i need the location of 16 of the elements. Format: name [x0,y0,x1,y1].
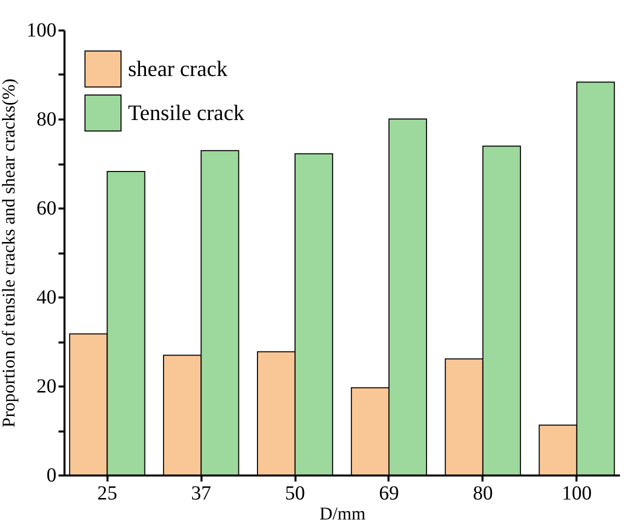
y-tick-label: 60 [36,198,56,220]
y-axis-title: Proportion of tensile cracks and shear cracks(%) [0,78,18,428]
y-tick-label: 20 [36,376,56,398]
y-tick-label: 40 [36,286,56,308]
legend-label: Tensile crack [128,100,244,125]
x-tick-label: 80 [472,482,493,504]
x-tick-label: 69 [378,482,399,504]
y-tick-label: 100 [26,20,56,42]
x-tick-label: 100 [562,482,592,504]
x-tick-label: 50 [285,482,306,504]
x-tick-label: 37 [191,482,212,504]
x-tick-label: 25 [97,482,118,504]
y-tick-label: 80 [36,108,56,130]
legend-label: shear crack [128,56,228,81]
x-axis-title: D/mm [319,504,366,524]
y-tick-label: 0 [46,464,56,486]
